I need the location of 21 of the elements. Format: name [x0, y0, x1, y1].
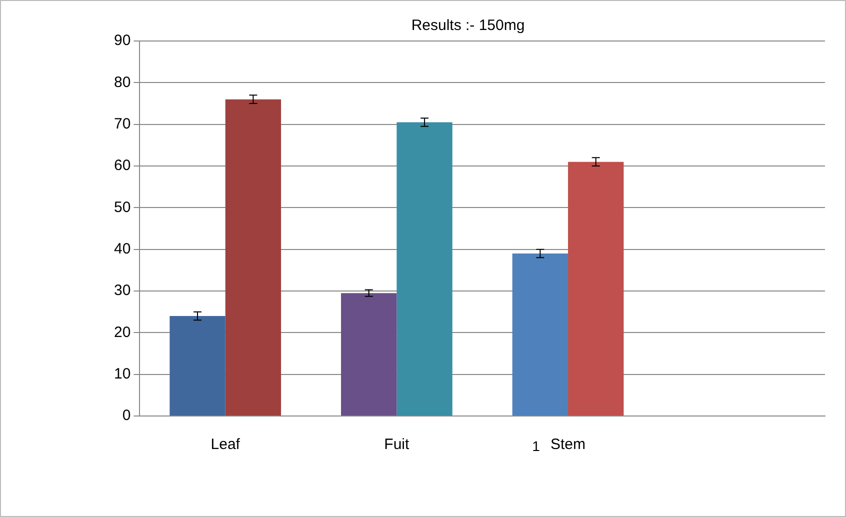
- bar: [170, 316, 226, 416]
- y-tick-label: 20: [114, 324, 131, 341]
- y-tick-label: 50: [114, 198, 131, 216]
- text: 1: [532, 438, 540, 454]
- x-tick-label: Fuit: [384, 436, 410, 454]
- x-tick-label: Stem: [550, 436, 586, 454]
- y-tick-label: 40: [114, 240, 131, 258]
- bar: [340, 293, 397, 416]
- y-tick-label: 10: [114, 365, 131, 382]
- y-tick-label: 90: [114, 32, 131, 50]
- bar: [225, 99, 282, 416]
- bar: [512, 254, 568, 416]
- bar: [396, 122, 452, 416]
- chart-title: Results :- 150mg: [411, 17, 525, 34]
- y-tick-label: 80: [114, 74, 131, 91]
- x-tick-label: Leaf: [210, 436, 241, 454]
- bar: [568, 162, 624, 416]
- y-tick-label: 60: [114, 157, 131, 174]
- y-tick-label: 30: [114, 282, 131, 300]
- y-tick-label: 70: [114, 115, 131, 132]
- y-tick-label: 0: [122, 407, 131, 424]
